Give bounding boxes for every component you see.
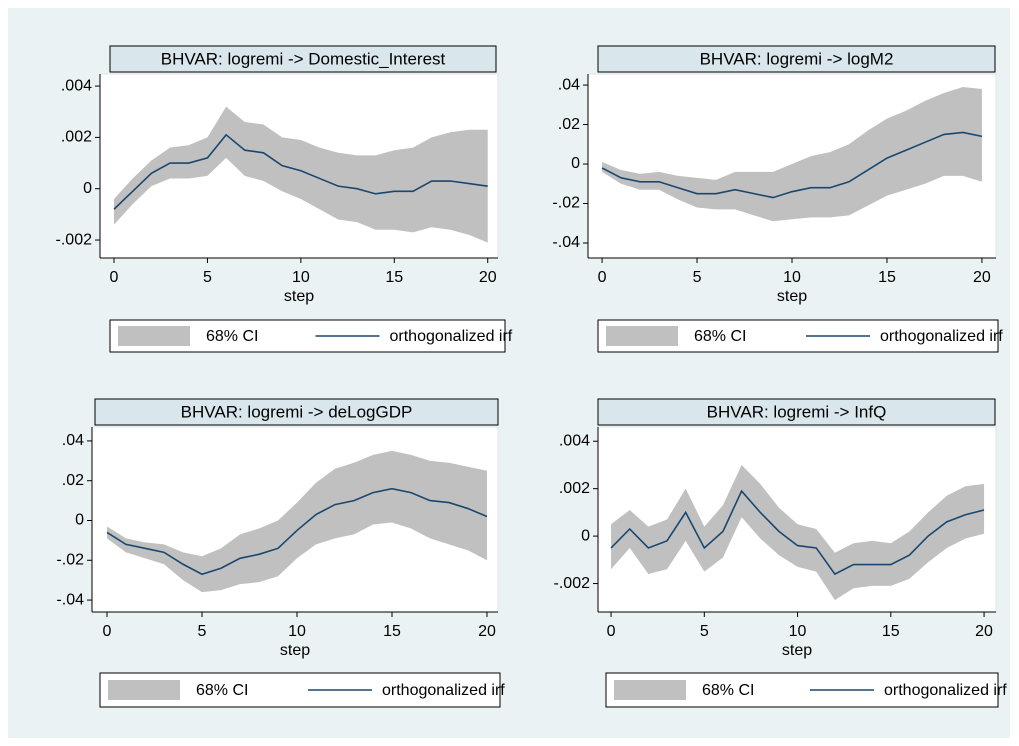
x-axis-label: step [284,288,314,305]
title-box [597,398,996,426]
irf-line [106,487,488,576]
y-tick-label: -.02 [56,551,84,568]
legend-label: 68% CI [206,328,258,345]
x-tick-label: 15 [878,269,896,286]
y-tick-label: 0 [571,155,580,172]
x-tick-label: 20 [975,623,993,640]
x-axis-label: step [280,642,310,659]
x-tick-label: 20 [973,269,991,286]
legend-label: 68% CI [694,328,746,345]
legend-swatch [606,326,678,346]
y-tick-label: .002 [559,480,590,497]
ci-band [114,106,488,243]
y-tick-label: .004 [559,432,590,449]
legend-swatch [118,326,190,346]
x-tick-label: 10 [288,623,306,640]
irf-line [610,489,985,576]
ci-band [611,464,985,601]
x-tick-label: 0 [607,623,616,640]
irf-line [113,133,488,210]
y-tick-label: .04 [62,432,84,449]
legend-label: orthogonalized irf [880,328,1003,345]
y-tick-label: 0 [75,512,84,529]
y-tick-label: .004 [61,77,92,94]
y-tick-label: .02 [62,472,84,489]
x-tick-label: 20 [478,623,496,640]
x-tick-label: 15 [385,269,403,286]
x-tick-label: 0 [110,269,119,286]
x-tick-label: 10 [789,623,807,640]
legend-label: orthogonalized irf [390,328,513,345]
chart-title: BHVAR: logremi -> Domestic_Interest [161,49,446,68]
x-tick-label: 0 [103,623,112,640]
x-tick-label: 15 [882,623,900,640]
title-box [109,45,497,73]
y-tick-label: -.04 [56,591,84,608]
legend-label: 68% CI [196,682,248,699]
y-tick-label: .04 [558,76,580,93]
y-tick-label: -.04 [552,234,580,251]
legend-label: 68% CI [702,682,754,699]
x-tick-label: 0 [598,269,607,286]
ci-band [602,87,982,222]
x-tick-label: 5 [693,269,702,286]
x-tick-label: 10 [292,269,310,286]
y-tick-label: 0 [83,180,92,197]
y-tick-label: -.02 [552,195,580,212]
chart-title: BHVAR: logremi -> InfQ [707,402,887,421]
legend-swatch [108,680,180,700]
y-tick-label: 0 [581,527,590,544]
chart-title: BHVAR: logremi -> logM2 [700,49,894,68]
x-tick-label: 5 [198,623,207,640]
ci-band [107,450,487,593]
y-tick-label: .002 [61,129,92,146]
x-tick-label: 5 [700,623,709,640]
x-axis-label: step [777,288,807,305]
legend-swatch [614,680,686,700]
legend-label: orthogonalized irf [884,682,1007,699]
y-tick-label: -.002 [554,575,591,592]
x-tick-label: 20 [479,269,497,286]
title-box [94,398,499,426]
x-tick-label: 15 [383,623,401,640]
x-tick-label: 10 [783,269,801,286]
chart-title: BHVAR: logremi -> deLogGDP [181,402,413,421]
x-axis-label: step [782,642,812,659]
x-tick-label: 5 [203,269,212,286]
y-tick-label: .02 [558,116,580,133]
y-tick-label: -.002 [56,231,93,248]
irf-line [601,131,983,199]
title-box [597,45,996,73]
legend-label: orthogonalized irf [382,682,505,699]
